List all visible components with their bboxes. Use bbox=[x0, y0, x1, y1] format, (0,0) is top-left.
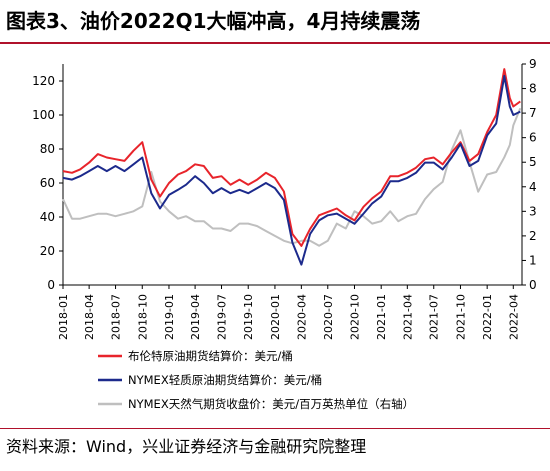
x-tick-label: 2020-10 bbox=[348, 294, 361, 340]
legend-label-2: NYMEX轻质原油期货结算价：美元/桶 bbox=[128, 373, 322, 387]
x-tick-label: 2022-04 bbox=[507, 294, 520, 340]
x-tick-label: 2019-01 bbox=[163, 294, 176, 340]
x-tick-label: 2020-01 bbox=[269, 294, 282, 340]
y-left-tick-label: 40 bbox=[40, 210, 55, 224]
x-tick-label: 2020-04 bbox=[295, 294, 308, 340]
y-left-tick-label: 60 bbox=[40, 176, 55, 190]
source-note: 资料来源：Wind，兴业证券经济与金融研究院整理 bbox=[6, 437, 367, 456]
y-right-tick-label: 3 bbox=[529, 204, 537, 218]
source-rule bbox=[0, 428, 550, 429]
y-left-tick-label: 100 bbox=[32, 108, 55, 122]
x-tick-label: 2018-10 bbox=[136, 294, 149, 340]
y-right-tick-label: 9 bbox=[529, 57, 537, 71]
figure-title: 图表3、油价2022Q1大幅冲高，4月持续震荡 bbox=[6, 9, 421, 33]
y-right-tick-label: 7 bbox=[529, 106, 537, 120]
y-left-tick-label: 80 bbox=[40, 142, 55, 156]
x-tick-label: 2021-01 bbox=[375, 294, 388, 340]
y-right-tick-label: 5 bbox=[529, 155, 537, 169]
x-tick-label: 2019-04 bbox=[189, 294, 202, 340]
y-left-tick-label: 20 bbox=[40, 244, 55, 258]
y-right-tick-label: 0 bbox=[529, 278, 537, 292]
legend-label-1: 布伦特原油期货结算价：美元/桶 bbox=[128, 349, 293, 363]
x-tick-label: 2018-07 bbox=[110, 294, 123, 340]
series-line-2 bbox=[62, 74, 521, 266]
x-tick-label: 2018-04 bbox=[83, 294, 96, 340]
y-left-tick-label: 120 bbox=[32, 74, 55, 88]
series-line-3 bbox=[62, 107, 522, 247]
x-tick-label: 2022-01 bbox=[481, 294, 494, 340]
y-right-tick-label: 6 bbox=[529, 131, 537, 145]
line-chart: 0 20 40 60 80 100 120 0 1 2 3 4 5 6 7 8 9 2018-01 2018-04 2… bbox=[32, 57, 537, 411]
y-left-tick-label: 0 bbox=[47, 278, 55, 292]
y-right-tick-label: 4 bbox=[529, 180, 537, 194]
x-tick-label: 2020-07 bbox=[322, 294, 335, 340]
title-rule bbox=[0, 42, 550, 44]
x-tick-label: 2018-01 bbox=[57, 294, 70, 340]
y-right-tick-label: 8 bbox=[529, 82, 537, 96]
x-tick-label: 2021-07 bbox=[428, 294, 441, 340]
legend-label-3: NYMEX天然气期货收盘价：美元/百万英热单位（右轴） bbox=[128, 397, 414, 411]
y-right-tick-label: 1 bbox=[529, 253, 537, 267]
series-line-1 bbox=[62, 68, 521, 247]
x-tick-label: 2019-10 bbox=[242, 294, 255, 340]
x-tick-label: 2021-04 bbox=[401, 294, 414, 340]
x-tick-label: 2021-10 bbox=[454, 294, 467, 340]
y-right-tick-label: 2 bbox=[529, 229, 537, 243]
x-tick-label: 2019-07 bbox=[216, 294, 229, 340]
